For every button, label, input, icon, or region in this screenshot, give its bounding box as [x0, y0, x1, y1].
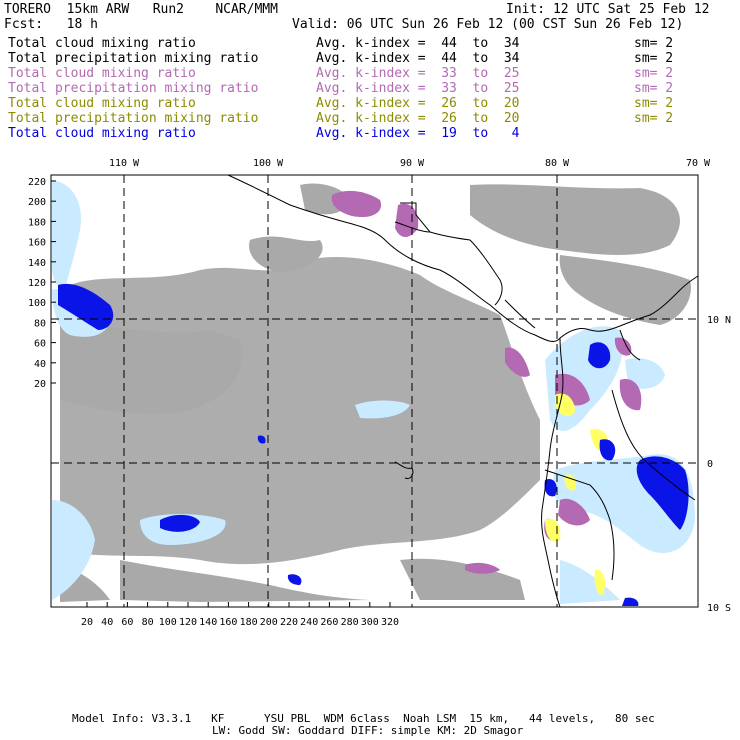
legend-k-index: Avg. k-index = 26 to 20: [316, 111, 520, 126]
legend-smoothing: sm= 2: [634, 111, 674, 126]
lon-label: 90 W: [400, 158, 425, 169]
legend-field-label: Total cloud mixing ratio: [8, 96, 196, 111]
init-time: Init: 12 UTC Sat 25 Feb 12: [506, 2, 710, 17]
x-tick-label: 280: [341, 617, 359, 628]
x-tick-label: 320: [381, 617, 399, 628]
x-tick-label: 100: [159, 617, 177, 628]
cloud-field-gray: [60, 183, 691, 602]
x-tick-label: 160: [219, 617, 237, 628]
x-tick-label: 60: [121, 617, 133, 628]
legend-smoothing: sm= 2: [634, 36, 674, 51]
legend-smoothing: sm= 2: [634, 96, 674, 111]
x-tick-label: 260: [320, 617, 338, 628]
legend-smoothing: sm= 2: [634, 66, 674, 81]
legend-field-label: Total cloud mixing ratio: [8, 36, 196, 51]
y-tick-label: 180: [28, 217, 46, 228]
lon-label: 70 W: [686, 158, 711, 169]
y-tick-label: 40: [34, 359, 46, 370]
legend-k-index: Avg. k-index = 19 to 4: [316, 126, 520, 141]
legend-field-label: Total precipitation mixing ratio: [8, 81, 259, 96]
x-tick-label: 20: [81, 617, 93, 628]
y-tick-label: 140: [28, 258, 46, 269]
legend-k-index: Avg. k-index = 33 to 25: [316, 81, 520, 96]
x-tick-label: 200: [260, 617, 278, 628]
legend-smoothing: sm= 2: [634, 81, 674, 96]
y-tick-label: 200: [28, 197, 46, 208]
valid-time: Valid: 06 UTC Sun 26 Feb 12 (00 CST Sun …: [292, 17, 684, 32]
legend-field-label: Total cloud mixing ratio: [8, 66, 196, 81]
graticule: [51, 175, 698, 607]
forecast-hour: Fcst: 18 h: [4, 17, 98, 32]
legend-smoothing: sm= 2: [634, 51, 674, 66]
x-tick-label: 140: [199, 617, 217, 628]
legend-k-index: Avg. k-index = 26 to 20: [316, 96, 520, 111]
y-tick-label: 60: [34, 339, 46, 350]
x-tick-label: 80: [142, 617, 154, 628]
model-info-line2: LW: Godd SW: Goddard DIFF: simple KM: 2D…: [212, 724, 524, 737]
cloud-field-blue: [58, 283, 689, 606]
legend-k-index: Avg. k-index = 44 to 34: [316, 51, 520, 66]
x-tick-label: 220: [280, 617, 298, 628]
lat-label: 10 N: [707, 315, 731, 326]
model-info-line1: Model Info: V3.3.1 KF YSU PBL WDM 6class…: [72, 712, 655, 725]
y-tick-label: 120: [28, 278, 46, 289]
lon-label: 100 W: [253, 158, 284, 169]
legend-field-label: Total precipitation mixing ratio: [8, 51, 259, 66]
model-title: TORERO 15km ARW Run2 NCAR/MMM: [4, 2, 278, 17]
y-tick-label: 160: [28, 238, 46, 249]
legend-k-index: Avg. k-index = 44 to 34: [316, 36, 520, 51]
lat-label: 0: [707, 459, 713, 470]
y-tick-label: 100: [28, 298, 46, 309]
x-tick-label: 240: [300, 617, 318, 628]
x-tick-label: 120: [179, 617, 197, 628]
x-tick-label: 300: [361, 617, 379, 628]
legend-field-label: Total cloud mixing ratio: [8, 126, 196, 141]
y-tick-label: 220: [28, 177, 46, 188]
coastlines: [227, 174, 699, 608]
lon-label: 110 W: [109, 158, 140, 169]
x-tick-label: 40: [101, 617, 113, 628]
legend-field-label: Total precipitation mixing ratio: [8, 111, 259, 126]
y-tick-label: 80: [34, 318, 46, 329]
lat-label: 10 S: [707, 603, 731, 614]
y-tick-label: 20: [34, 379, 46, 390]
x-tick-label: 180: [240, 617, 258, 628]
legend-k-index: Avg. k-index = 33 to 25: [316, 66, 520, 81]
lon-label: 80 W: [545, 158, 570, 169]
